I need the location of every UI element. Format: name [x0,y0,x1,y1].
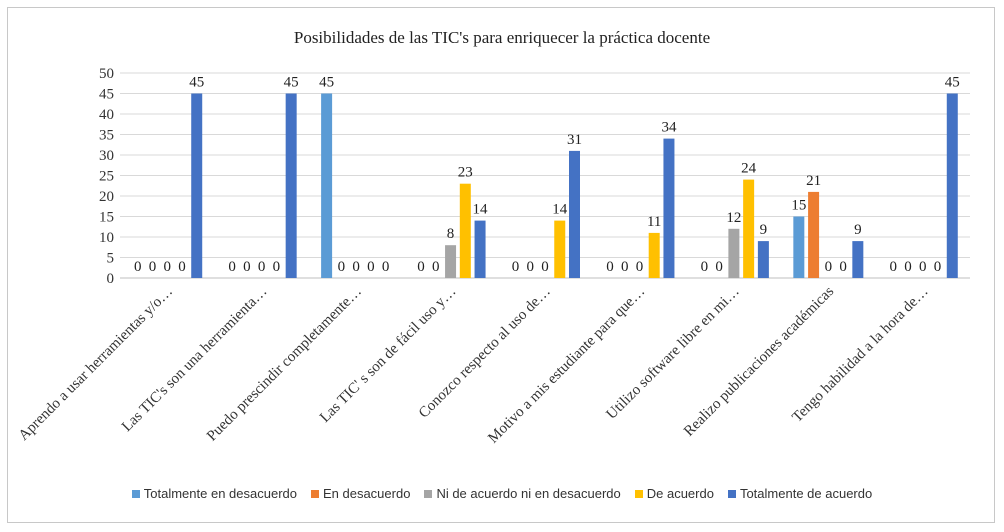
legend-item: De acuerdo [634,486,714,501]
data-label: 45 [284,75,299,91]
bar [474,220,486,278]
bar [728,228,740,278]
chart-frame [7,7,995,523]
legend-label: Totalmente de acuerdo [739,486,873,501]
bar [808,191,820,278]
data-label: 0 [134,259,142,275]
data-label: 0 [636,259,644,275]
legend-swatch [310,489,319,498]
data-label: 9 [854,222,862,238]
data-label: 31 [567,132,582,148]
data-label: 45 [945,75,960,91]
y-tick-label: 30 [99,148,114,164]
data-label: 0 [527,259,535,275]
data-label: 0 [149,259,157,275]
data-label: 0 [512,259,520,275]
data-label: 14 [473,202,489,218]
legend-item: En desacuerdo [310,486,411,501]
data-label: 0 [417,259,425,275]
data-label: 0 [382,259,390,275]
data-label: 11 [647,214,661,230]
y-tick-label: 20 [99,189,114,205]
bar [852,241,864,278]
data-label: 0 [934,259,942,275]
y-tick-label: 5 [107,251,115,267]
y-tick-label: 35 [99,128,114,144]
data-label: 0 [904,259,912,275]
x-tick-label: Motivo a mis estudiante para que… [485,284,648,447]
chart-title: Posibilidades de las TIC's para enriquec… [293,28,711,47]
data-label: 0 [352,259,360,275]
y-tick-label: 45 [99,87,114,103]
data-label: 21 [806,173,821,189]
data-label: 9 [760,222,768,238]
legend-label: Totalmente en desacuerdo [143,486,297,501]
bar [554,220,566,278]
bar [793,216,805,278]
bar [757,241,769,278]
data-label: 8 [447,226,455,242]
legend-label: Ni de acuerdo ni en desacuerdo [436,486,621,501]
bar [285,93,297,278]
data-label: 14 [552,202,568,218]
data-label: 0 [258,259,266,275]
legend: Totalmente en desacuerdo En desacuerdo Ni … [0,486,1004,501]
y-tick-label: 50 [99,66,114,82]
data-label: 0 [715,259,723,275]
legend-swatch [424,489,433,498]
bar [569,150,580,278]
bar [459,183,471,278]
legend-item: Ni de acuerdo ni en desacuerdo [424,486,621,501]
x-tick-label: Puedo prescindir completamente… [204,284,365,445]
bar [663,138,675,278]
legend-swatch [727,489,736,498]
data-label: 45 [189,75,204,91]
bar [321,93,333,278]
legend-item: Totalmente en desacuerdo [131,486,297,501]
y-tick-label: 15 [99,210,114,226]
y-tick-label: 40 [99,107,114,123]
data-label: 0 [621,259,629,275]
bar [648,232,660,278]
data-label: 0 [228,259,236,275]
x-tick-label: Realizo publicaciones académicas [681,283,837,439]
data-label: 0 [163,259,171,275]
data-label: 0 [541,259,549,275]
data-label: 34 [661,120,677,136]
legend-item: Totalmente de acuerdo [727,486,873,501]
data-label: 0 [273,259,281,275]
bar [743,179,755,278]
legend-swatch [131,489,140,498]
bar [191,93,203,278]
x-tick-label: Aprendo a usar herramientas y/o… [16,284,176,444]
y-tick-label: 0 [107,271,115,287]
data-label: 0 [178,259,186,275]
data-label: 23 [458,165,473,181]
y-tick-label: 10 [99,230,114,246]
data-label: 45 [319,75,334,91]
bar [445,245,457,278]
data-label: 0 [243,259,251,275]
data-label: 0 [367,259,375,275]
data-label: 0 [701,259,709,275]
data-label: 0 [606,259,614,275]
legend-label: De acuerdo [646,486,714,501]
legend-label: En desacuerdo [322,486,411,501]
bar [946,93,958,278]
legend-swatch [634,489,643,498]
y-tick-label: 25 [99,169,114,185]
data-label: 0 [839,259,847,275]
data-label: 15 [791,198,806,214]
data-label: 0 [919,259,927,275]
data-label: 0 [890,259,898,275]
data-label: 24 [741,161,757,177]
data-label: 0 [825,259,833,275]
data-label: 0 [432,259,440,275]
data-label: 12 [726,210,741,226]
data-label: 0 [338,259,346,275]
